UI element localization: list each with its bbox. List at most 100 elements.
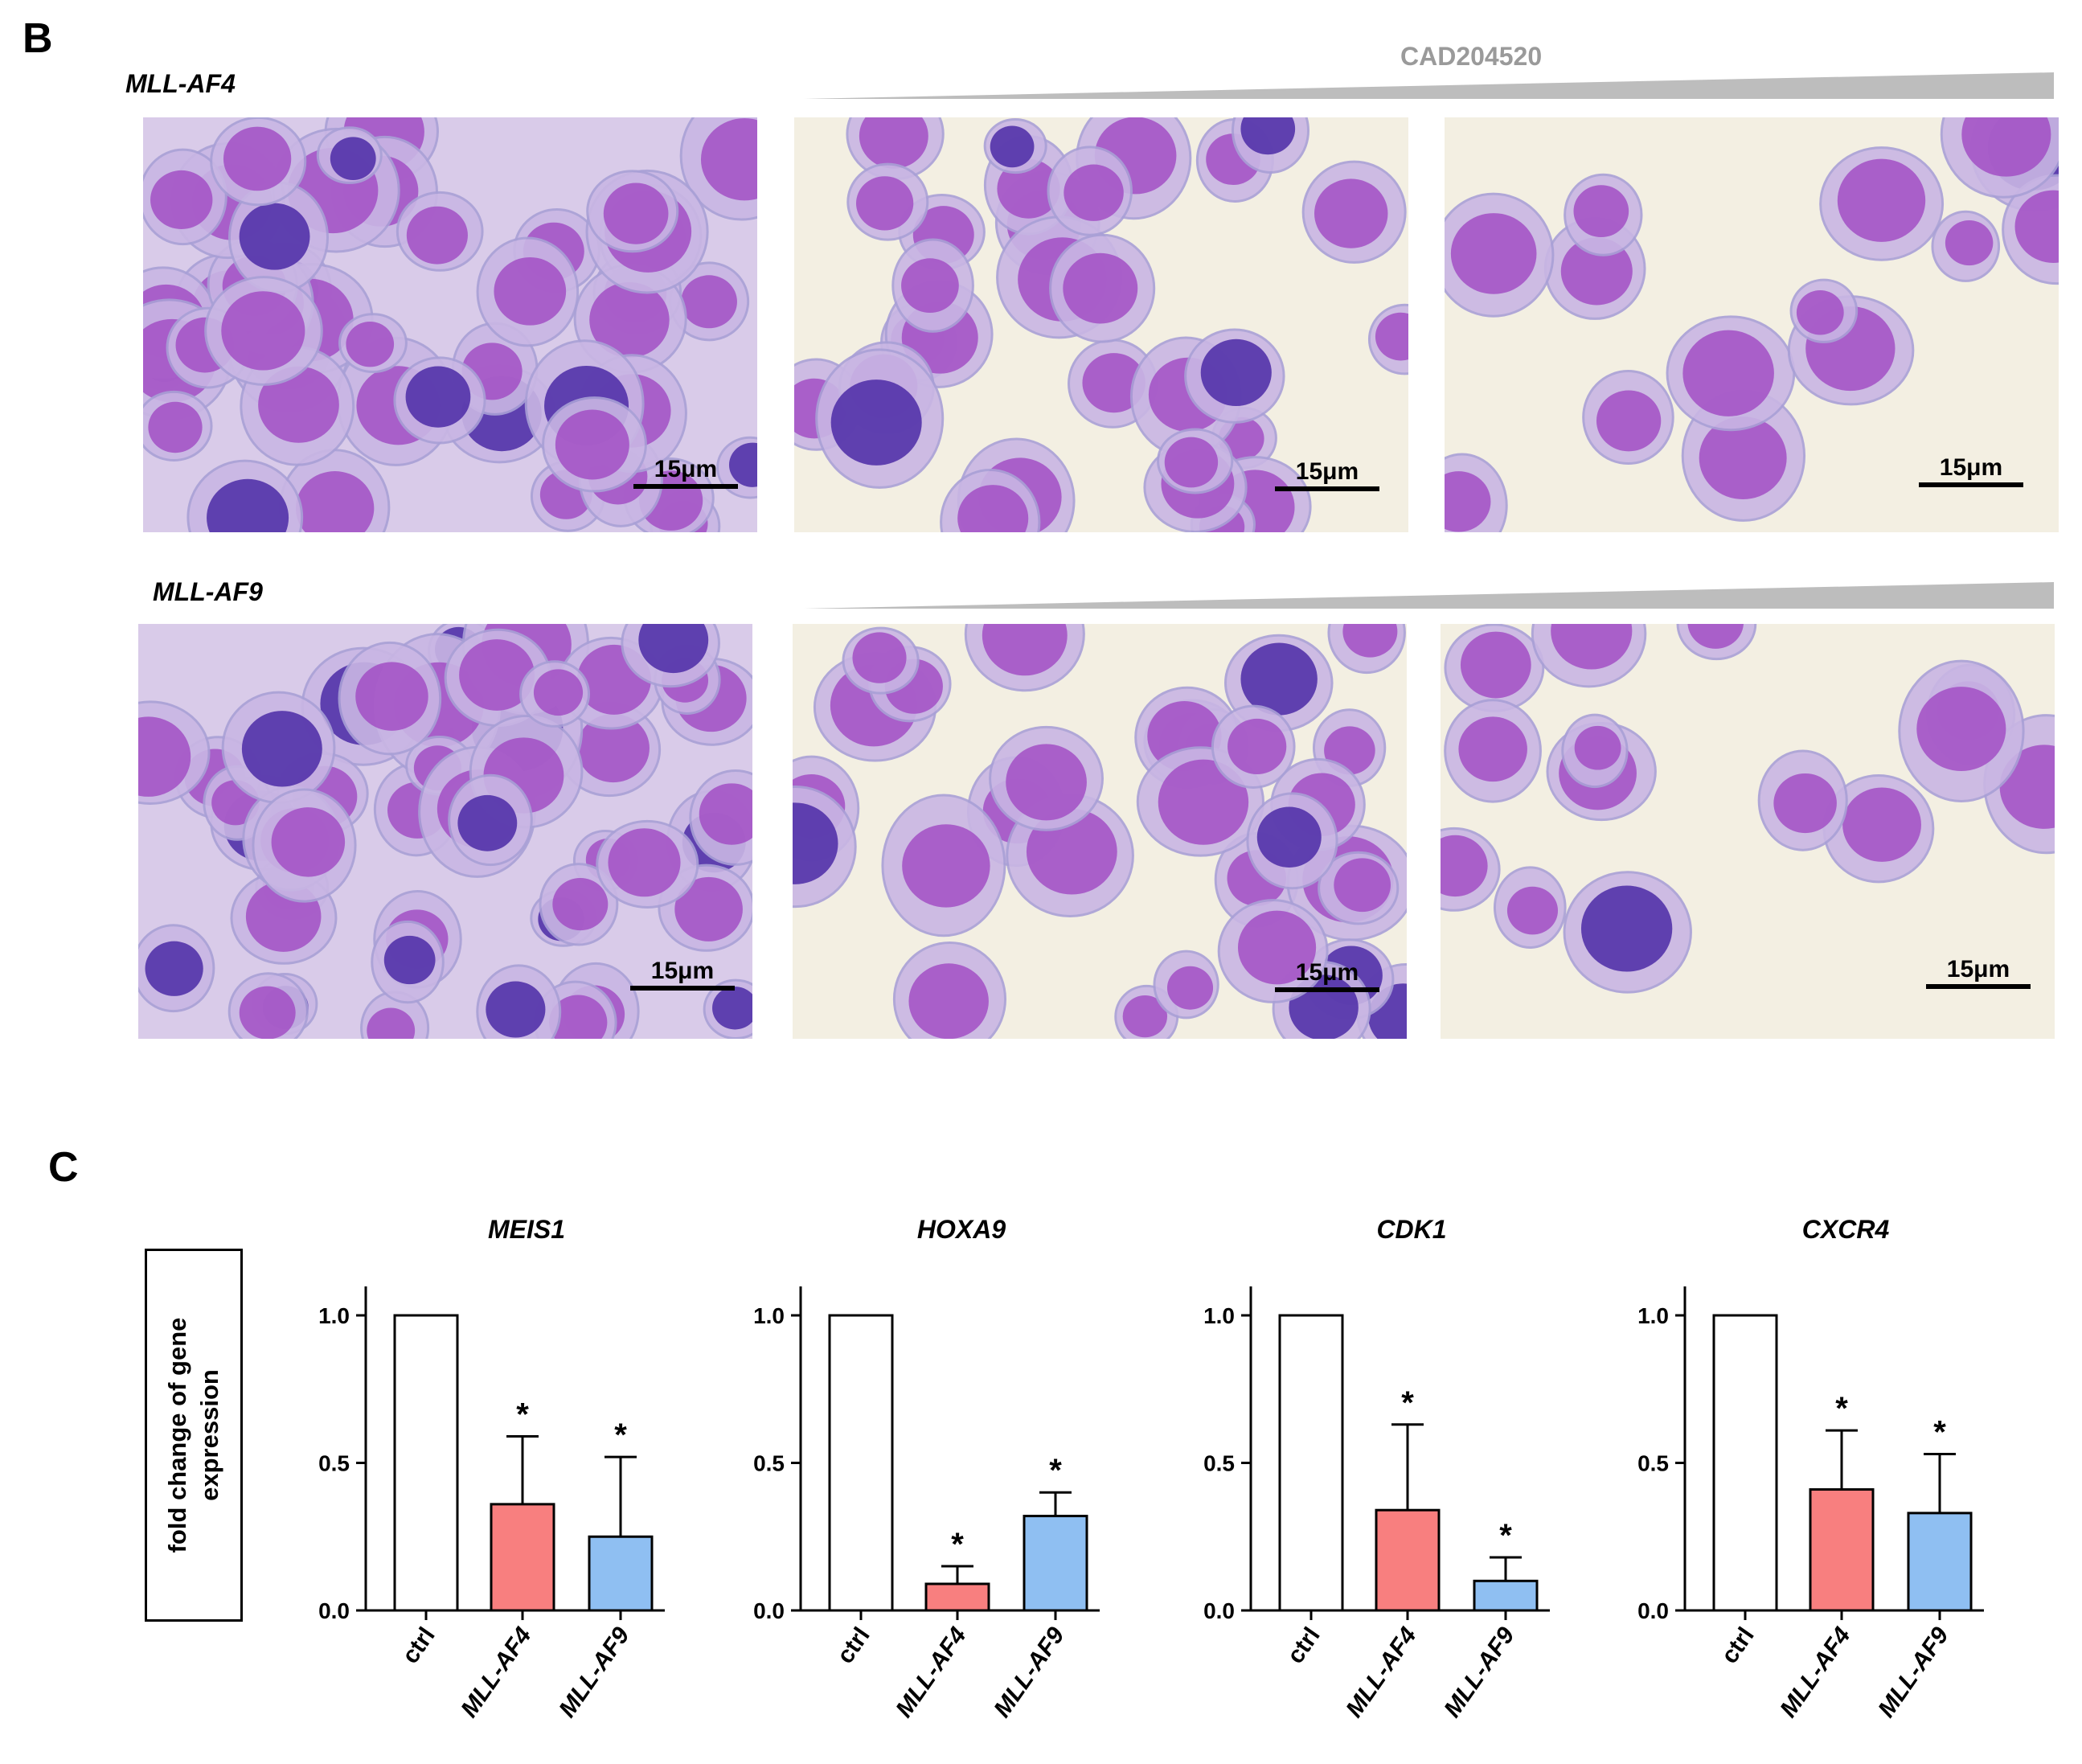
panel-letter-b: B: [23, 15, 53, 62]
cell-nucleus: [1574, 725, 1621, 770]
micrograph-mll-af4-control: 15μm: [143, 117, 757, 532]
scale-bar-label: 15μm: [1295, 458, 1359, 485]
cell-nucleus: [1334, 858, 1391, 913]
y-axis-label-box: fold change of gene expression: [145, 1249, 243, 1622]
significance-marker: *: [614, 1417, 627, 1453]
cell-nucleus: [1256, 806, 1322, 868]
scale-bar: 15μm: [1275, 958, 1379, 992]
bar-mll-af9: [588, 1535, 654, 1612]
cell-nucleus: [486, 981, 546, 1038]
scale-bar-line: [1275, 486, 1379, 491]
bar-ctrl: [393, 1314, 459, 1612]
cell-nucleus: [1687, 624, 1744, 649]
cell-nucleus: [1445, 471, 1491, 532]
cell-nucleus: [1916, 687, 2006, 772]
cell-nucleus: [901, 258, 959, 314]
cell-nucleus: [1240, 117, 1296, 155]
chart-title: CDK1: [1376, 1215, 1446, 1244]
x-tick-label: MLL-AF4: [1775, 1622, 1856, 1722]
cell-nucleus: [383, 935, 436, 985]
dose-wedge-bottom: [804, 582, 2054, 609]
cell-nucleus: [355, 662, 428, 731]
x-tick-label: MLL-AF4: [891, 1622, 972, 1722]
chart-hoxa9: HOXA9 0.0 0.5 1.0 ctrl * MLL-AF4 * MLL-AF9: [753, 1215, 1100, 1722]
cell-nucleus: [1441, 835, 1488, 897]
scale-bar-label: 15μm: [650, 958, 715, 984]
cell-nucleus: [459, 639, 535, 711]
x-tick-label: MLL-AF9: [1439, 1622, 1520, 1722]
bar-mll-af4: [490, 1503, 555, 1612]
cell-nucleus: [603, 183, 669, 244]
cell-nucleus: [239, 203, 310, 270]
scale-bar-label: 15μm: [654, 456, 718, 482]
cell-nucleus: [681, 275, 737, 329]
cell-nucleus: [1375, 312, 1408, 361]
cell-nucleus: [859, 117, 928, 169]
cell-nucleus: [982, 624, 1068, 676]
micrograph-mll-af4-low-dose: 15μm: [794, 117, 1408, 532]
y-tick-label: 0.0: [753, 1598, 785, 1623]
cell-nucleus: [145, 941, 203, 996]
significance-marker: *: [1499, 1518, 1512, 1553]
bar-ctrl: [1712, 1314, 1778, 1612]
cell-nucleus: [239, 986, 296, 1039]
x-tick-label: MLL-AF9: [1873, 1622, 1954, 1722]
cell-nucleus: [990, 125, 1035, 168]
y-tick-label: 0.5: [1203, 1451, 1235, 1476]
significance-marker: *: [516, 1397, 529, 1432]
significance-marker: *: [951, 1527, 964, 1562]
chart-title: MEIS1: [488, 1215, 565, 1244]
cell-nucleus: [271, 807, 346, 877]
cell-nucleus: [2014, 190, 2059, 263]
bar-mll-af4: [924, 1582, 990, 1612]
cell-nucleus: [150, 170, 213, 229]
cell-nucleus: [1240, 642, 1318, 716]
cell-nucleus: [1458, 716, 1527, 782]
row-label-mll-af4: MLL-AF4: [125, 69, 236, 98]
cell-nucleus: [1158, 759, 1249, 845]
cell-nucleus: [1200, 338, 1272, 407]
micrograph-mll-af9-control: 15μm: [138, 624, 752, 1039]
scale-bar-label: 15μm: [1295, 959, 1359, 986]
cell-nucleus: [902, 824, 990, 908]
cell-nucleus: [1164, 437, 1219, 488]
y-tick-label: 0.0: [318, 1598, 350, 1623]
x-tick-label: ctrl: [1282, 1622, 1326, 1668]
cell-nucleus: [1064, 164, 1124, 221]
cell-nucleus: [997, 158, 1060, 219]
cell-nucleus: [346, 321, 395, 367]
y-tick-label: 1.0: [318, 1303, 350, 1328]
cell-nucleus: [830, 379, 922, 466]
cell-nucleus: [494, 256, 567, 326]
cell-texture: [794, 117, 1408, 532]
cell-nucleus: [1596, 390, 1662, 452]
cell-nucleus: [1460, 631, 1531, 699]
micrograph-mll-af9-low-dose: 15μm: [793, 624, 1407, 1039]
cell-nucleus: [1450, 213, 1537, 294]
cell-nucleus: [1506, 886, 1559, 935]
cell-nucleus: [1945, 219, 1994, 266]
cell-texture: [1441, 624, 2055, 994]
cell-nucleus: [1122, 995, 1168, 1038]
cell-nucleus: [1237, 910, 1317, 985]
bar-ctrl: [1278, 1314, 1344, 1612]
scale-bar-line: [1926, 984, 2031, 989]
cell-nucleus: [908, 963, 989, 1039]
cell-nucleus: [367, 1007, 416, 1039]
cell-nucleus: [555, 409, 629, 480]
cell-nucleus: [712, 987, 752, 1030]
scale-bar-line: [1275, 987, 1379, 992]
cell-texture: [138, 624, 752, 1039]
x-tick-label: MLL-AF4: [1341, 1622, 1422, 1722]
x-tick-label: ctrl: [832, 1622, 875, 1668]
cell-nucleus: [1006, 744, 1087, 821]
cell-nucleus: [221, 291, 305, 371]
cell-nucleus: [1573, 185, 1629, 238]
scale-bar-line: [1919, 482, 2023, 487]
cell-nucleus: [241, 711, 322, 787]
bar-mll-af4: [1375, 1508, 1441, 1612]
bar-mll-af9: [1907, 1512, 1973, 1612]
bar-mll-af4: [1809, 1488, 1875, 1612]
cell-nucleus: [1342, 624, 1398, 658]
